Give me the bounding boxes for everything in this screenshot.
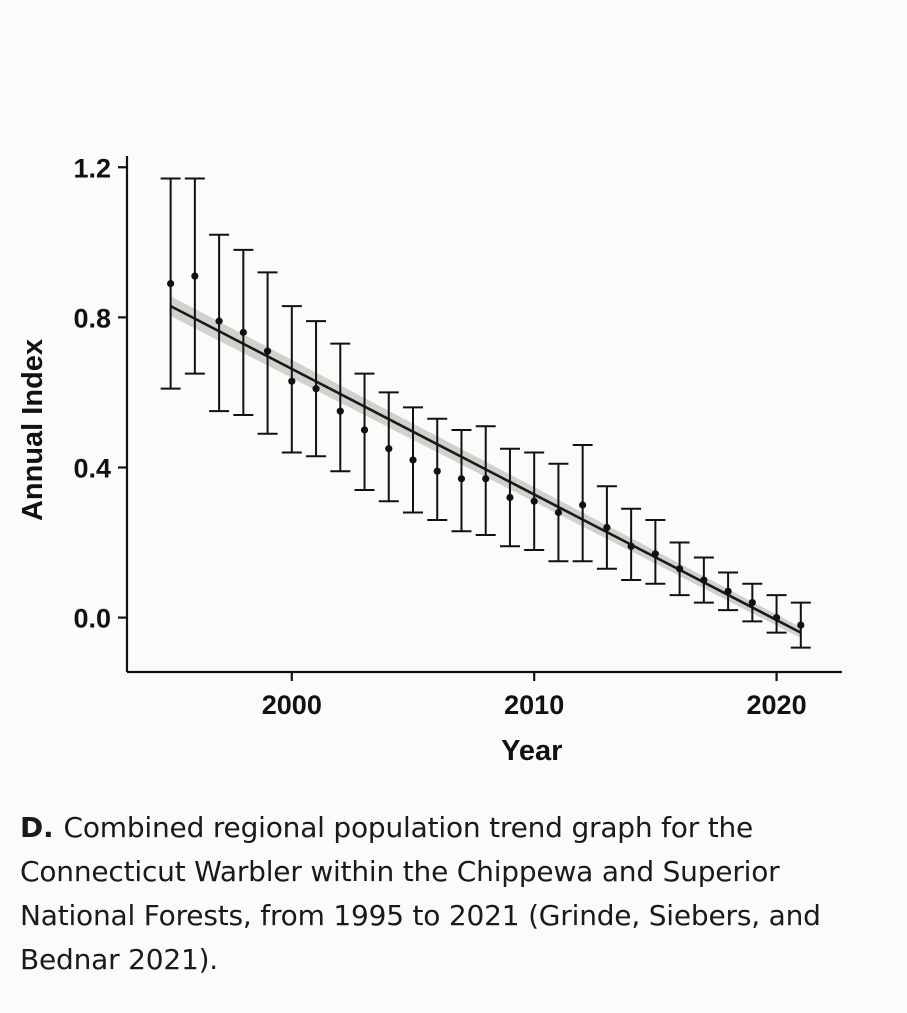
data-point <box>385 445 393 453</box>
x-ticks: 2000 2010 2020 <box>262 672 807 720</box>
caption-letter: D. <box>20 811 54 844</box>
data-point <box>603 523 611 532</box>
errorbar-layer <box>160 177 811 649</box>
data-point <box>239 328 247 336</box>
data-point <box>263 347 272 355</box>
point-layer <box>167 272 805 629</box>
data-point <box>530 497 538 505</box>
data-point <box>724 587 732 595</box>
figure-caption: D. Combined regional population trend gra… <box>20 806 880 982</box>
data-point <box>360 426 369 434</box>
data-point <box>482 475 490 483</box>
data-point <box>191 272 199 280</box>
y-axis-title: Annual Index <box>17 339 49 521</box>
data-point <box>797 621 805 629</box>
x-tick-label: 2000 <box>262 690 322 720</box>
error-bar <box>766 594 787 634</box>
y-ticks: 1.2 0.8 0.4 0.0 <box>73 153 127 634</box>
data-point <box>772 613 781 622</box>
trend-chart: 1.2 0.8 0.4 0.0 2000 2010 2020 Year Annual In… <box>17 153 842 767</box>
data-point <box>215 317 223 325</box>
x-tick-label: 2010 <box>504 690 564 720</box>
y-tick-label: 0.4 <box>73 453 111 483</box>
data-point <box>748 598 756 607</box>
data-point <box>627 542 635 550</box>
data-point <box>167 279 175 288</box>
caption-text: Combined regional population trend graph… <box>20 811 821 976</box>
data-point <box>409 456 417 464</box>
data-point <box>554 508 563 517</box>
data-point <box>506 493 514 502</box>
x-tick-label: 2020 <box>747 690 807 720</box>
data-point <box>336 407 344 415</box>
data-point <box>651 550 659 558</box>
data-point <box>579 501 587 509</box>
data-point <box>288 377 296 385</box>
y-tick-label: 0.0 <box>73 604 111 634</box>
y-tick-label: 0.8 <box>73 303 111 333</box>
x-axis-title: Year <box>501 735 562 767</box>
data-point <box>312 385 320 393</box>
data-point <box>700 576 708 584</box>
error-bar <box>330 342 351 473</box>
data-point <box>457 475 466 483</box>
data-point <box>676 565 684 573</box>
y-tick-label: 1.2 <box>73 153 111 183</box>
data-point <box>433 467 441 475</box>
